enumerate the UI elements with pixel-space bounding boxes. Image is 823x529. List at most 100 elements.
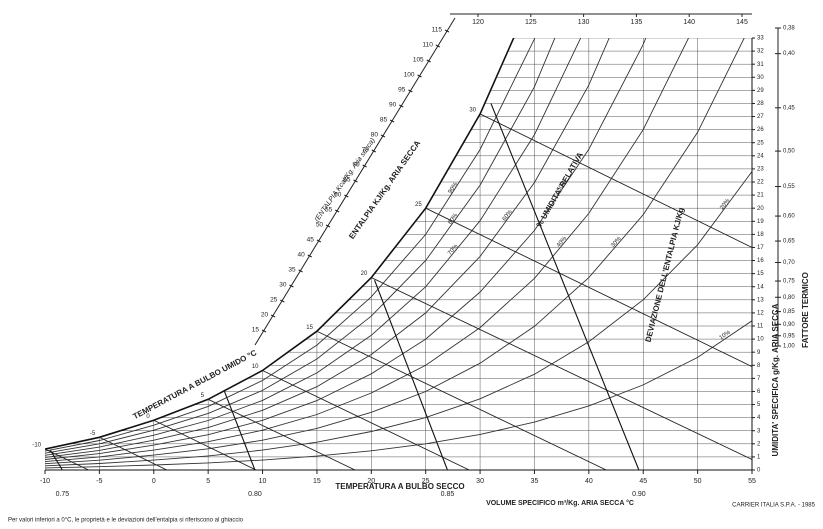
x-tick-label: 15: [313, 478, 321, 485]
y-tick-label: 33: [757, 36, 764, 42]
y-tick-label: 4: [757, 415, 761, 421]
enthalpy-tick-label: 45: [307, 237, 315, 244]
rh-label: 70%: [447, 243, 460, 257]
y-tick-label: 30: [757, 75, 764, 81]
enthalpy-tick: [399, 104, 404, 108]
enthalpy-tick-label: 80: [371, 132, 379, 139]
enthalpy-tick-label: 105: [413, 57, 424, 64]
annotations: -10 -5 0 5 10 15 20 25 30 35 40 45 50 550123456789101…: [32, 13, 795, 498]
y-tick-label: 12: [757, 310, 764, 316]
y-tick-label: 5: [757, 402, 761, 408]
enthalpy-tick-label: 40: [298, 252, 306, 259]
y-tick-label: 2: [757, 441, 761, 447]
y-tick-label: 1: [757, 454, 761, 460]
rh-label: 20%: [719, 197, 731, 211]
x-tick-label: 25: [422, 478, 430, 485]
thermal-factor-label: 0,90: [783, 322, 795, 328]
y-tick-label: 25: [757, 140, 764, 146]
rh-curve: [45, 38, 690, 463]
y-tick-label: 17: [757, 245, 764, 251]
rh-label: 40%: [556, 235, 569, 249]
y-tick-label: 16: [757, 258, 764, 264]
rh-curve: [45, 38, 556, 454]
x-tick-label: -5: [96, 478, 102, 485]
plot-area: [45, 38, 752, 470]
y-tick-label: 11: [757, 324, 764, 330]
enthalpy-tick: [280, 299, 285, 303]
credit: CARRIER ITALIA S.P.A. - 1985: [732, 503, 815, 509]
enthalpy-tick-label: 55: [325, 207, 333, 214]
rh-label: 30%: [610, 236, 623, 250]
thermal-factor-label: 0,85: [783, 309, 795, 315]
thermal-factor-label: 0,60: [783, 214, 795, 220]
enthalpy-tick-label: 15: [252, 327, 260, 334]
enthalpy-tick-label: 145: [736, 19, 748, 26]
wet-bulb-line: [99, 436, 168, 470]
wet-bulb-line: [371, 277, 752, 460]
enthalpy-tick-label: 135: [631, 19, 643, 26]
enthalpy-tick: [298, 269, 303, 273]
thermal-factor-label: FATTORE TERMICO: [801, 272, 810, 348]
enthalpy-tick-label: 100: [404, 72, 415, 79]
y-tick-label: 13: [757, 297, 764, 303]
thermal-factor-label: 0,55: [783, 184, 795, 190]
enthalpy-tick-label: 20: [261, 312, 269, 319]
volume-line: [49, 450, 63, 470]
y-tick-label: 7: [757, 376, 761, 382]
thermal-factor-label: 0,75: [783, 279, 795, 285]
rh-curve: [45, 38, 647, 460]
enthalpy-tick: [426, 59, 431, 63]
wet-bulb-line: [425, 207, 752, 367]
x-tick-label: 5: [206, 478, 210, 485]
x-tick-label: -10: [40, 478, 50, 485]
x-tick-label: 35: [531, 478, 539, 485]
enthalpy-tick-label: 95: [398, 87, 406, 94]
enthalpy-tick-label: 50: [316, 222, 324, 229]
thermal-factor-label: 0,95: [783, 333, 795, 339]
volume-tick-label: 0.75: [56, 491, 70, 498]
wet-bulb-label: 10: [252, 364, 259, 370]
enthalpy-tick-label: 70: [352, 162, 360, 169]
rh-label: 10%: [718, 329, 732, 341]
x-tick-label: 30: [476, 478, 484, 485]
enthalpy-tick-label: 120: [472, 19, 484, 26]
deviation-label: DEVIAZIONE DELL'ENTALPIA KJ/Kg: [644, 207, 686, 344]
enthalpy-tick: [380, 134, 386, 138]
y-tick-label: 19: [757, 219, 764, 225]
volume-line: [374, 279, 448, 470]
wet-bulb-label: -10: [32, 443, 41, 449]
enthalpy-tick: [316, 239, 322, 243]
enthalpy-tick-label: 30: [279, 282, 287, 289]
y-tick-label: 6: [757, 389, 761, 395]
enthalpy-tick-label: 110: [422, 42, 433, 49]
wet-bulb-line: [153, 419, 257, 470]
rh-curve: [45, 320, 752, 469]
y-tick-label: 14: [757, 284, 764, 290]
wet-bulb-label: 30: [469, 108, 476, 114]
wet-bulb-label: -5: [90, 431, 96, 437]
volume-label: VOLUME SPECIFICO m³/Kg. ARIA SECCA °C: [486, 499, 634, 507]
enthalpy-tick-label: 25: [270, 297, 278, 304]
wet-bulb-line: [316, 330, 607, 470]
x-tick-label: 50: [694, 478, 702, 485]
wet-bulb-label: TEMPERATURA A BULBO UMIDO °C: [132, 348, 259, 421]
wet-bulb-line: [479, 113, 752, 248]
footnote: Per valori inferiori a 0°C, le proprietà…: [8, 518, 244, 524]
enthalpy-tick: [417, 74, 422, 78]
enthalpy-tick: [261, 329, 267, 333]
enthalpy-left-axis: [254, 17, 456, 346]
y-tick-label: 8: [757, 363, 761, 369]
x-tick-label: 0: [152, 478, 156, 485]
thermal-factor-label: 0,80: [783, 295, 795, 301]
enthalpy-tick-label: 115: [432, 27, 443, 34]
thermal-factor-label: 0,70: [783, 260, 795, 266]
x-tick-label: 20: [367, 478, 375, 485]
x-tick-label: 55: [748, 478, 756, 485]
wet-bulb-label: 20: [361, 271, 368, 277]
rh-curve: [45, 38, 610, 458]
enthalpy-tick-label: 140: [683, 19, 695, 26]
y-tick-label: 15: [757, 271, 764, 277]
enthalpy-tick: [289, 284, 294, 288]
thermal-factor-label: 0,38: [783, 26, 795, 32]
